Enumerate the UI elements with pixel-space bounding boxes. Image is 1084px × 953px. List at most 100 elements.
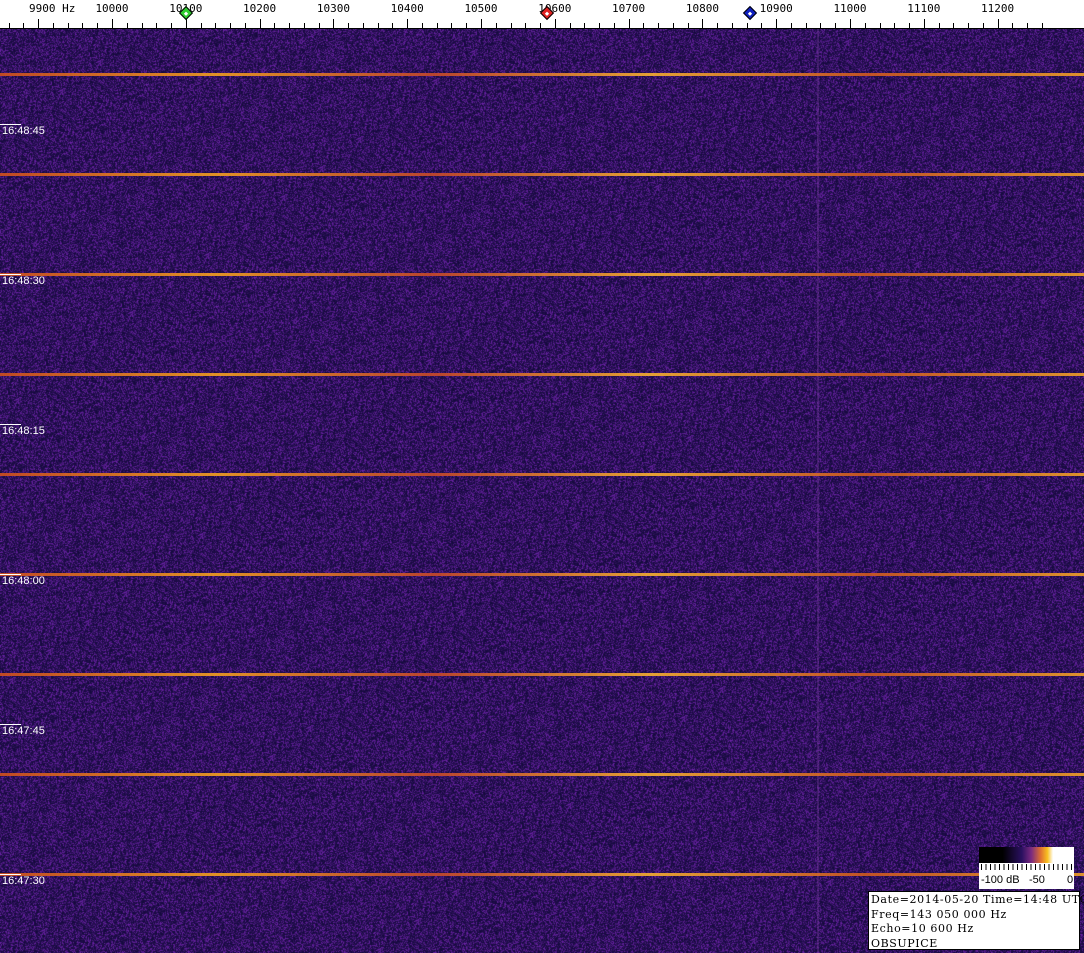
major-tick bbox=[185, 19, 187, 29]
minor-tick bbox=[348, 23, 350, 29]
minor-tick bbox=[392, 23, 394, 29]
minor-tick bbox=[569, 23, 571, 29]
minor-tick bbox=[289, 23, 291, 29]
time-mark bbox=[0, 124, 21, 125]
major-tick bbox=[407, 19, 409, 29]
minor-tick bbox=[687, 23, 689, 29]
minor-tick bbox=[82, 23, 84, 29]
minor-tick bbox=[643, 23, 645, 29]
minor-tick bbox=[67, 23, 69, 29]
freq-tick-label: 10400 bbox=[390, 2, 424, 15]
major-tick bbox=[628, 19, 630, 29]
minor-tick bbox=[200, 23, 202, 29]
blue-marker-icon[interactable] bbox=[742, 5, 757, 21]
minor-tick bbox=[672, 23, 674, 29]
minor-tick bbox=[377, 23, 379, 29]
major-tick bbox=[259, 19, 261, 29]
major-tick bbox=[702, 19, 704, 29]
major-tick bbox=[923, 19, 925, 29]
minor-tick bbox=[599, 23, 601, 29]
minor-tick bbox=[466, 23, 468, 29]
time-label: 16:48:00 bbox=[2, 575, 45, 587]
minor-tick bbox=[362, 23, 364, 29]
minor-tick bbox=[894, 23, 896, 29]
spectrogram-noise bbox=[0, 29, 1084, 953]
minor-tick bbox=[864, 23, 866, 29]
minor-tick bbox=[968, 23, 970, 29]
frequency-axis: 9900 Hz100001010010200103001040010500106… bbox=[0, 0, 1084, 29]
minor-tick bbox=[171, 23, 173, 29]
ping-line bbox=[0, 373, 1084, 376]
minor-tick bbox=[820, 23, 822, 29]
colorbar: -100 dB -50 0 bbox=[979, 847, 1074, 889]
major-tick bbox=[776, 19, 778, 29]
colorbar-label-max: 0 bbox=[1067, 874, 1074, 886]
info-frequency: Freq=143 050 000 Hz bbox=[871, 907, 1007, 921]
time-mark bbox=[0, 574, 21, 575]
minor-tick bbox=[141, 23, 143, 29]
minor-tick bbox=[244, 23, 246, 29]
info-box: Date=2014-05-20 Time=14:48 UTC Freq=143 … bbox=[868, 891, 1084, 950]
time-mark bbox=[0, 724, 21, 725]
freq-tick-label: 9900 Hz bbox=[29, 2, 76, 15]
major-tick bbox=[481, 19, 482, 29]
major-tick bbox=[997, 19, 999, 29]
minor-tick bbox=[761, 23, 763, 29]
colorbar-ticks bbox=[981, 864, 1072, 870]
axis-line bbox=[0, 28, 1084, 29]
time-label: 16:48:30 bbox=[2, 275, 45, 287]
minor-tick bbox=[318, 23, 320, 29]
freq-tick-label: 10500 bbox=[464, 2, 498, 15]
freq-tick-label: 10300 bbox=[316, 2, 350, 15]
minor-tick bbox=[879, 23, 881, 29]
minor-tick bbox=[938, 23, 940, 29]
minor-tick bbox=[731, 23, 733, 29]
minor-tick bbox=[746, 23, 748, 29]
ping-line bbox=[0, 873, 1084, 876]
freq-tick-label: 10000 bbox=[95, 2, 129, 15]
minor-tick bbox=[953, 23, 955, 29]
minor-tick bbox=[510, 23, 512, 29]
minor-tick bbox=[230, 23, 232, 29]
ping-line bbox=[0, 73, 1084, 76]
faint-carrier-line bbox=[816, 29, 819, 953]
minor-tick bbox=[909, 23, 911, 29]
freq-tick-label: 10700 bbox=[612, 2, 646, 15]
minor-tick bbox=[52, 23, 54, 29]
time-label: 16:47:45 bbox=[2, 725, 45, 737]
minor-tick bbox=[126, 23, 128, 29]
colorbar-label-mid: -50 bbox=[1029, 874, 1045, 886]
time-mark bbox=[0, 274, 21, 275]
minor-tick bbox=[540, 23, 542, 29]
major-tick bbox=[112, 19, 113, 29]
minor-tick bbox=[525, 23, 527, 29]
time-label: 16:48:15 bbox=[2, 425, 45, 437]
freq-tick-label: 11200 bbox=[981, 2, 1015, 15]
info-echo: Echo=10 600 Hz bbox=[871, 922, 974, 935]
minor-tick bbox=[97, 23, 99, 29]
colorbar-gradient bbox=[979, 847, 1074, 863]
minor-tick bbox=[274, 23, 276, 29]
ping-line bbox=[0, 473, 1084, 476]
minor-tick bbox=[790, 23, 792, 29]
major-tick bbox=[554, 19, 556, 29]
minor-tick bbox=[982, 23, 984, 29]
freq-tick-label: 10800 bbox=[685, 2, 719, 15]
colorbar-label-min: -100 dB bbox=[981, 874, 1020, 886]
major-tick bbox=[38, 19, 40, 29]
minor-tick bbox=[8, 23, 10, 29]
info-station: OBSUPICE bbox=[871, 936, 938, 950]
minor-tick bbox=[303, 23, 305, 29]
minor-tick bbox=[156, 23, 158, 29]
freq-tick-label: 10900 bbox=[759, 2, 793, 15]
freq-tick-label: 10200 bbox=[243, 2, 277, 15]
ping-line bbox=[0, 673, 1084, 676]
ping-line bbox=[0, 273, 1084, 276]
freq-tick-label: 11100 bbox=[907, 2, 941, 15]
minor-tick bbox=[495, 23, 497, 29]
time-label: 16:47:30 bbox=[2, 875, 45, 887]
time-label: 16:48:45 bbox=[2, 125, 45, 137]
minor-tick bbox=[835, 23, 837, 29]
freq-tick-label: 11000 bbox=[833, 2, 867, 15]
